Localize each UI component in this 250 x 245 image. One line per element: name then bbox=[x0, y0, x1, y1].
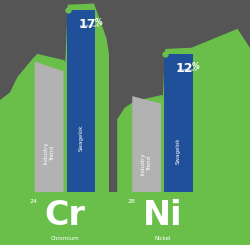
Text: 17: 17 bbox=[78, 18, 96, 31]
Text: minimum: minimum bbox=[80, 24, 100, 28]
Text: Ni: Ni bbox=[143, 199, 182, 232]
Bar bbox=[66, 10, 95, 192]
Text: Nickel: Nickel bbox=[154, 236, 171, 241]
Text: %: % bbox=[192, 62, 200, 71]
Text: Swagelok: Swagelok bbox=[78, 124, 84, 151]
Text: Cr: Cr bbox=[44, 199, 86, 232]
Text: minimum: minimum bbox=[177, 68, 198, 72]
Bar bbox=[164, 54, 193, 192]
Text: Industry
Trend: Industry Trend bbox=[43, 142, 55, 164]
Bar bbox=[0, 192, 250, 245]
Text: %: % bbox=[94, 18, 102, 27]
Polygon shape bbox=[117, 29, 250, 192]
Text: 24: 24 bbox=[30, 199, 38, 204]
Text: 12: 12 bbox=[176, 62, 194, 75]
Text: Industry
Trend: Industry Trend bbox=[141, 152, 152, 175]
Text: 28: 28 bbox=[128, 199, 136, 204]
Text: Chromium: Chromium bbox=[50, 236, 80, 241]
Text: Swagelok: Swagelok bbox=[176, 137, 181, 164]
Polygon shape bbox=[0, 3, 109, 192]
Polygon shape bbox=[35, 61, 64, 192]
Polygon shape bbox=[132, 96, 161, 192]
